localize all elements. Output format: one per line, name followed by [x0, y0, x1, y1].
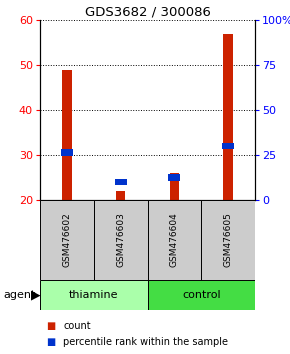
Bar: [201, 200, 255, 280]
Bar: [168, 174, 180, 181]
Text: agent: agent: [3, 290, 35, 300]
Bar: [40, 280, 148, 310]
Text: count: count: [63, 321, 91, 331]
Text: control: control: [182, 290, 221, 300]
Text: ▶: ▶: [31, 289, 41, 302]
Bar: [94, 200, 148, 280]
Text: ■: ■: [46, 321, 55, 331]
Text: GSM476603: GSM476603: [116, 212, 125, 267]
Text: ■: ■: [46, 337, 55, 347]
Text: percentile rank within the sample: percentile rank within the sample: [63, 337, 228, 347]
Text: GSM476604: GSM476604: [170, 213, 179, 267]
Text: GSM476605: GSM476605: [224, 212, 233, 267]
Bar: [61, 149, 73, 156]
Bar: [148, 280, 255, 310]
Text: GDS3682 / 300086: GDS3682 / 300086: [85, 6, 211, 18]
Bar: [148, 200, 201, 280]
Bar: [40, 200, 94, 280]
Bar: [222, 143, 234, 149]
Bar: [116, 191, 126, 200]
Bar: [170, 173, 179, 200]
Bar: [62, 69, 72, 200]
Text: GSM476602: GSM476602: [62, 213, 71, 267]
Text: thiamine: thiamine: [69, 290, 119, 300]
Bar: [115, 179, 126, 185]
Bar: [223, 34, 233, 200]
